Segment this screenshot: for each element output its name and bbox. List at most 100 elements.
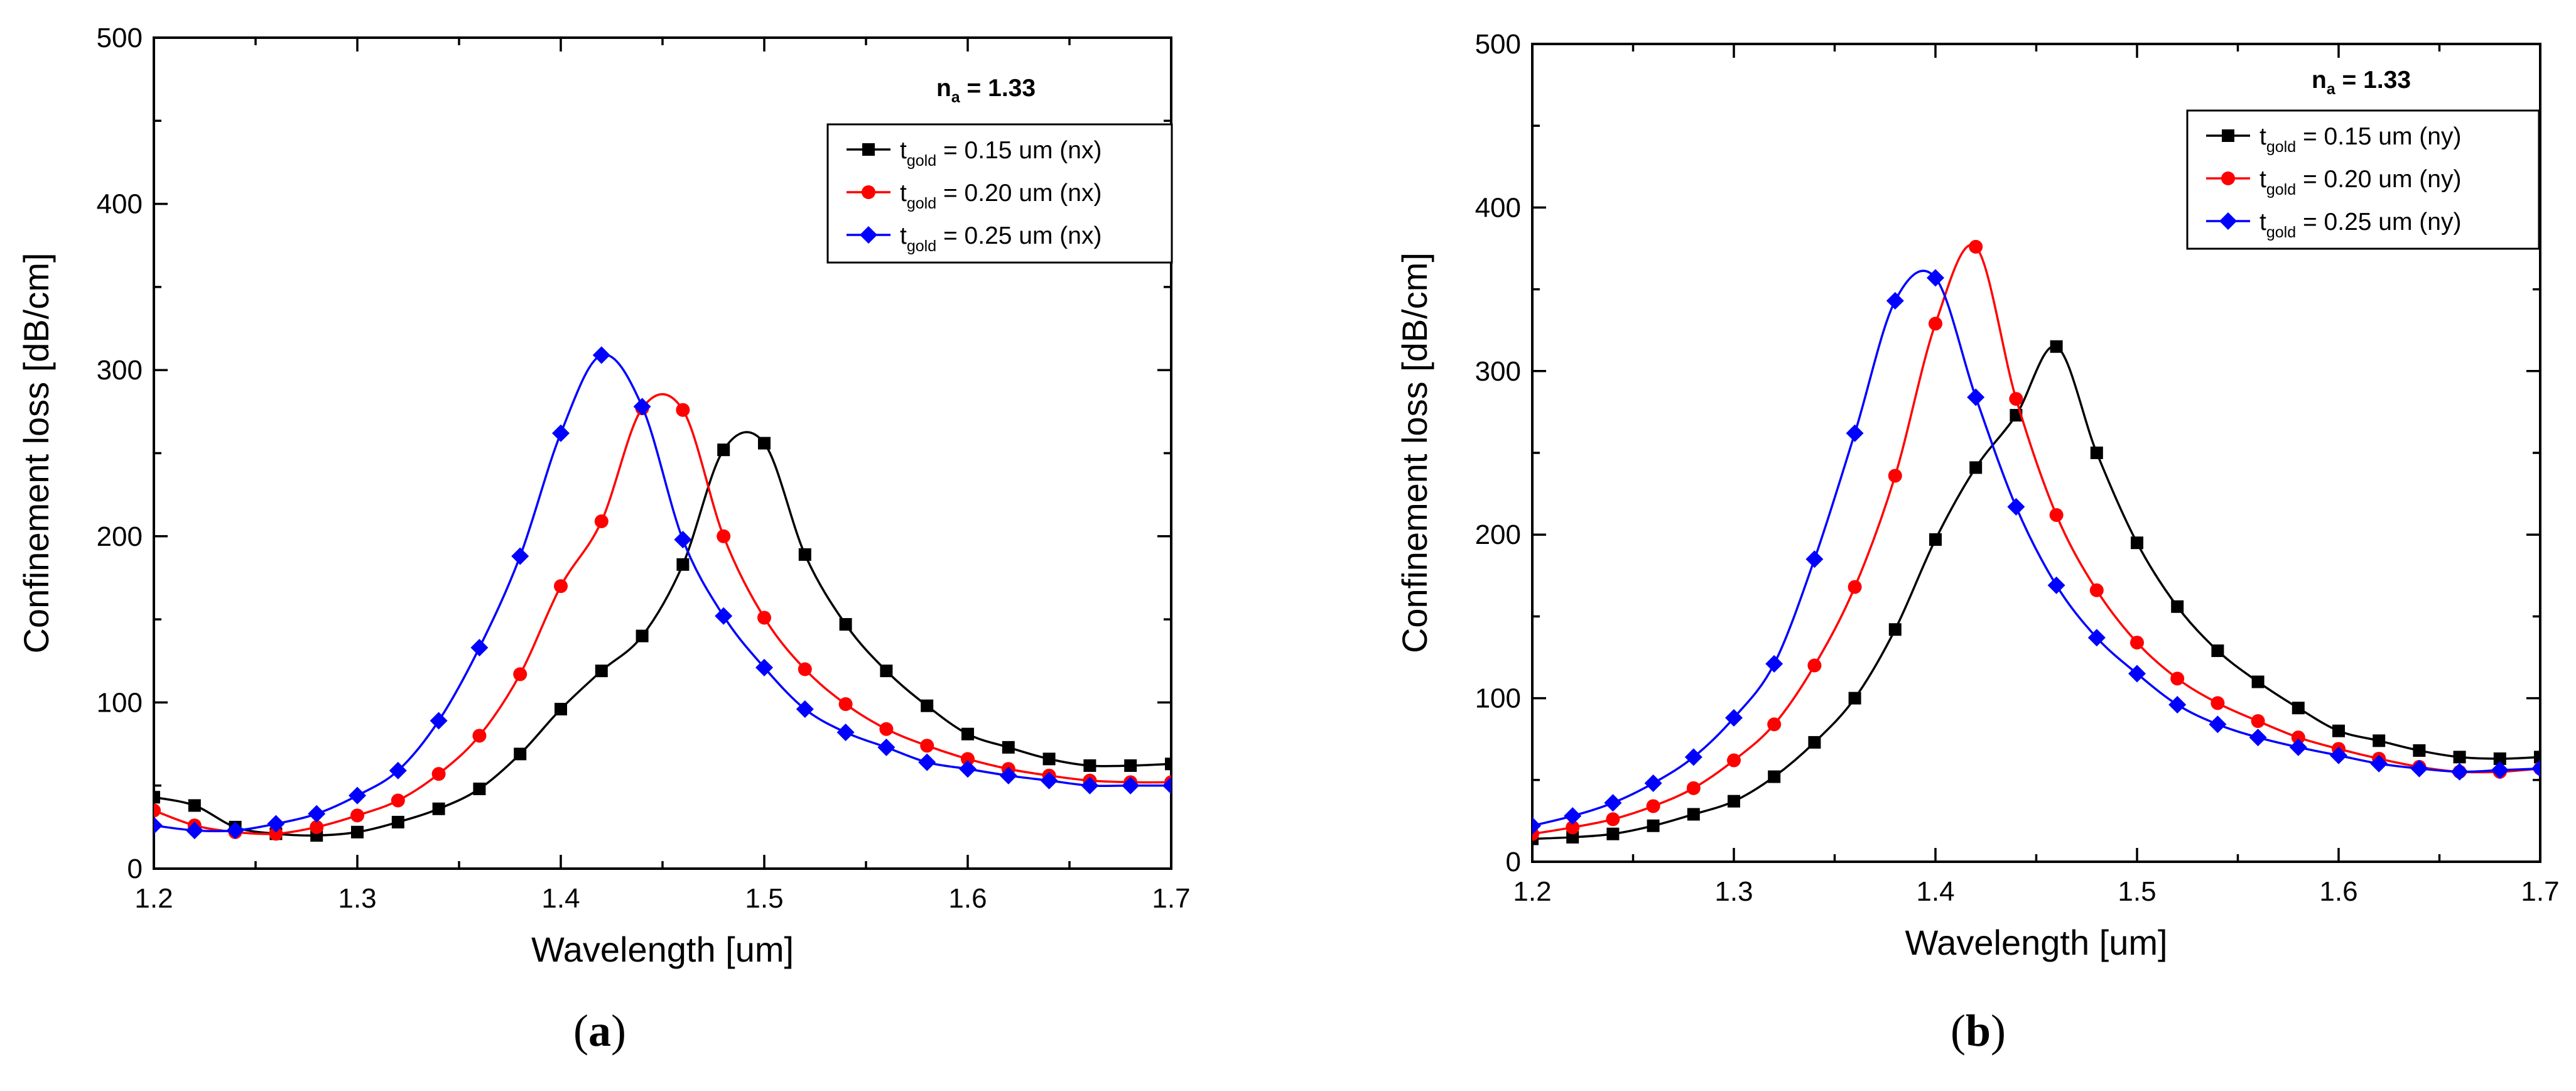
data-point-square <box>1124 759 1137 772</box>
data-point-diamond <box>633 398 651 416</box>
data-point-square <box>2453 751 2466 764</box>
data-point-diamond <box>2531 759 2540 778</box>
data-point-circle <box>676 403 690 417</box>
data-point-square <box>717 443 730 457</box>
data-point-circle <box>310 820 324 834</box>
data-point-circle <box>1566 820 1580 835</box>
x-axis-label: Wavelength [um] <box>1905 923 2167 962</box>
data-point-square <box>555 702 567 715</box>
data-point-square <box>1768 770 1781 783</box>
data-point-diamond <box>1886 291 1904 310</box>
y-axis-label: Confinement loss [dB/cm] <box>1395 252 1434 653</box>
data-point-diamond <box>2249 729 2267 747</box>
data-point-diamond <box>2289 738 2307 756</box>
y-tick-label: 300 <box>97 355 143 386</box>
data-point-circle <box>350 808 364 823</box>
data-point-circle <box>757 611 771 625</box>
data-point-diamond <box>2128 665 2146 683</box>
series-line <box>154 353 1171 833</box>
data-point-square <box>1606 827 1620 840</box>
data-point-diamond <box>2209 715 2227 734</box>
x-tick-label: 1.6 <box>948 883 987 914</box>
data-point-square <box>2251 675 2265 688</box>
data-point-diamond <box>2007 497 2025 516</box>
data-point-square <box>2373 734 2386 747</box>
data-point-circle <box>2130 636 2144 650</box>
data-point-circle <box>154 803 161 818</box>
data-point-diamond <box>1765 654 1783 673</box>
data-point-circle <box>269 827 283 841</box>
data-point-diamond <box>877 738 896 756</box>
data-point-square <box>351 825 364 839</box>
data-point-square <box>2090 447 2103 459</box>
data-point-square <box>2211 644 2224 658</box>
data-point-circle <box>1969 239 1983 254</box>
legend-marker-diamond <box>860 226 877 244</box>
y-tick-label: 100 <box>97 687 143 718</box>
data-point-diamond <box>2047 576 2065 594</box>
data-point-square <box>391 815 404 828</box>
legend-item: tgold = 0.20 um (ny) <box>2206 166 2461 198</box>
x-tick-label: 1.2 <box>1513 876 1551 907</box>
data-point-diamond <box>796 700 814 718</box>
data-point-square <box>921 699 934 712</box>
data-point-diamond <box>1805 550 1824 568</box>
y-tick-label: 400 <box>1475 192 1521 223</box>
data-point-square <box>2292 702 2305 715</box>
data-point-diamond <box>1927 269 1944 287</box>
panel-caption-letter: b <box>1966 1006 1991 1056</box>
data-point-square <box>1042 752 1056 766</box>
data-point-circle <box>1646 799 1660 813</box>
data-point-diamond <box>185 822 203 840</box>
data-point-diamond <box>674 531 692 549</box>
data-point-circle <box>2170 671 2185 686</box>
legend-marker-diamond <box>2219 212 2237 230</box>
x-tick-label: 1.2 <box>134 883 173 914</box>
data-point-square <box>1083 759 1096 772</box>
data-point-diamond <box>226 822 244 840</box>
x-tick-label: 1.4 <box>541 883 580 914</box>
data-point-square <box>1165 757 1171 771</box>
data-point-circle <box>961 752 975 766</box>
y-axis-label: Confinement loss [dB/cm] <box>16 252 56 653</box>
legend-item: tgold = 0.15 um (ny) <box>2206 123 2461 156</box>
data-point-circle <box>472 729 487 743</box>
data-point-diamond <box>1081 776 1099 795</box>
data-point-diamond <box>430 712 448 730</box>
chart-panel-b: 1.2 1.3 1.4 1.5 1.6 1.7 0 100 200 300 400 500 Wavele… <box>1395 29 2560 1056</box>
data-point-square <box>676 558 690 571</box>
data-point-diamond <box>592 346 610 364</box>
data-point-diamond <box>1532 817 1541 835</box>
data-point-circle <box>554 579 568 594</box>
y-tick-label: 300 <box>1475 356 1521 387</box>
data-point-diamond <box>308 805 326 823</box>
x-tick-label: 1.5 <box>2118 876 2156 907</box>
data-point-circle <box>2089 583 2104 597</box>
data-point-diamond <box>1725 708 1743 727</box>
data-point-diamond <box>1644 774 1662 793</box>
data-point-diamond <box>2168 696 2187 714</box>
data-point-diamond <box>1122 776 1140 795</box>
legend-label: tgold = 0.20 um (nx) <box>900 180 1101 212</box>
data-point-circle <box>2009 392 2023 406</box>
series-line <box>1532 345 2540 840</box>
legend-label: tgold = 0.15 um (ny) <box>2259 123 2461 156</box>
legend-label: tgold = 0.25 um (ny) <box>2259 209 2461 241</box>
data-point-circle <box>2291 730 2305 745</box>
data-point-diamond <box>511 547 529 565</box>
x-tick-label: 1.7 <box>2521 876 2559 907</box>
plot-frame <box>153 36 1172 870</box>
data-point-circle <box>879 722 894 736</box>
data-point-circle <box>1606 812 1620 827</box>
data-point-diamond <box>389 761 407 779</box>
y-tick-label: 200 <box>1475 519 1521 550</box>
data-point-square <box>758 437 771 450</box>
y-tick-label: 500 <box>97 23 143 53</box>
x-tick-label: 1.5 <box>745 883 783 914</box>
data-point-circle <box>920 739 934 753</box>
data-point-square <box>2493 752 2506 765</box>
data-point-diamond <box>552 424 570 442</box>
data-point-circle <box>594 514 609 528</box>
panel-caption: (b) <box>1951 1006 2006 1056</box>
